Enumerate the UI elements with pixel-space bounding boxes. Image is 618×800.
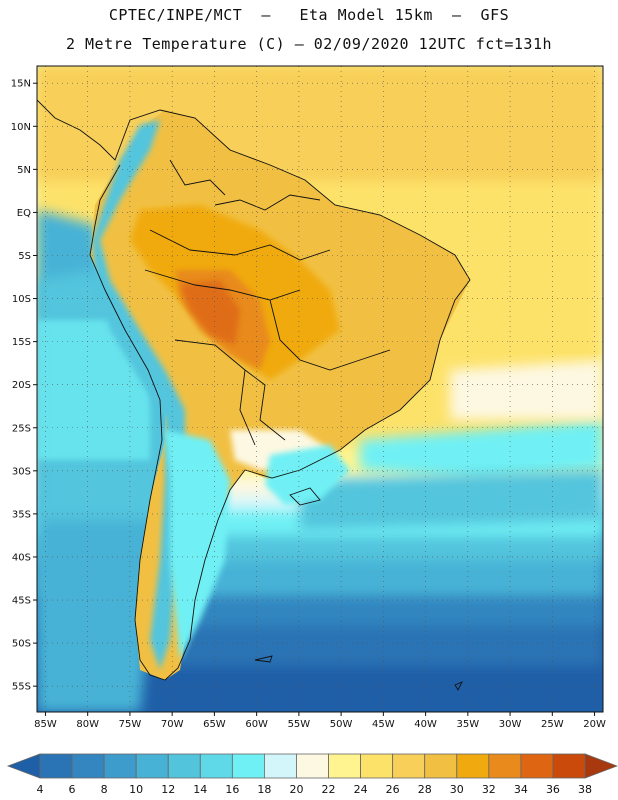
colorbar-swatch (231, 753, 265, 779)
colorbar-swatch (199, 753, 233, 779)
lat-label: 20S (12, 380, 31, 391)
colorbar-label: 4 (37, 783, 44, 796)
colorbar-label: 24 (354, 783, 368, 796)
colorbar-label: 16 (225, 783, 239, 796)
lon-label: 75W (119, 719, 142, 730)
lat-label: 30S (12, 466, 31, 477)
longitude-labels: 85W 80W 75W 70W 65W 60W 55W 50W 45W 40W 35W 30W 25W 2… (34, 712, 606, 730)
colorbar-swatch (135, 753, 169, 779)
coastlines-borders (37, 99, 471, 691)
latitude-labels: 15N 10N 5N EQ 5S 10S 15S 20S 25S 30S 35S 40S 45S 50S 5… (11, 79, 37, 693)
colorbar-swatch (456, 753, 490, 779)
lon-label: 65W (203, 719, 226, 730)
colorbar-label: 18 (257, 783, 271, 796)
lon-label: 45W (372, 719, 395, 730)
map-frame (36, 65, 604, 713)
colorbar-label: 6 (69, 783, 76, 796)
lat-label: 15N (11, 79, 31, 90)
map-title: CPTEC/INPE/MCT – Eta Model 15km – GFS (108, 6, 510, 24)
colorbar-label: 12 (161, 783, 175, 796)
colorbar-swatch (103, 753, 137, 779)
colorbar-label: 14 (193, 783, 207, 796)
lon-label: 85W (34, 719, 57, 730)
colorbar-swatch (71, 753, 105, 779)
colorbar-swatch (296, 753, 329, 779)
colorbar-swatch (520, 753, 554, 779)
lat-label: 45S (12, 596, 31, 607)
colorbar-swatch (392, 753, 426, 779)
lat-label: EQ (17, 208, 31, 219)
lon-label: 70W (161, 719, 184, 730)
colorbar-label: 30 (450, 783, 464, 796)
colorbar-label: 8 (101, 783, 108, 796)
colorbar-label: 10 (129, 783, 143, 796)
lat-label: 5S (18, 251, 31, 262)
colorbar-swatch (167, 753, 201, 779)
lat-label: 35S (12, 509, 31, 520)
colorbar-label: 22 (322, 783, 336, 796)
colorbar-swatch (488, 753, 522, 779)
colorbar-swatch (264, 753, 297, 779)
lon-label: 60W (245, 719, 268, 730)
lat-label: 15S (12, 337, 31, 348)
colorbar-arrow-left (6, 753, 41, 779)
lon-label: 20W (583, 719, 606, 730)
colorbar-label: 34 (514, 783, 528, 796)
colorbar-label: 36 (546, 783, 560, 796)
lat-label: 5N (17, 165, 31, 176)
lat-label: 10N (11, 122, 31, 133)
lat-label: 50S (12, 639, 31, 650)
lon-label: 80W (76, 719, 99, 730)
colorbar-label: 28 (418, 783, 432, 796)
colorbar-label: 26 (386, 783, 400, 796)
colorbar-label: 20 (289, 783, 303, 796)
map-subtitle: 2 Metre Temperature (C) – 02/09/2020 12U… (65, 35, 553, 53)
lon-label: 50W (330, 719, 353, 730)
colorbar-arrow-right (584, 753, 618, 779)
colorbar-swatch (424, 753, 458, 779)
colorbar-swatch (552, 753, 586, 779)
colorbar-label: 38 (578, 783, 592, 796)
lat-label: 10S (12, 294, 31, 305)
lon-label: 55W (288, 719, 311, 730)
colorbar: 4 6 8 10 12 14 16 18 20 22 24 26 28 30 32 34 36 38 (6, 753, 618, 796)
lon-label: 35W (457, 719, 480, 730)
lat-label: 40S (12, 552, 31, 563)
lon-label: 30W (499, 719, 522, 730)
colorbar-swatch (39, 753, 73, 779)
continent-fill (90, 110, 470, 680)
lat-label: 55S (12, 682, 31, 693)
lat-label: 25S (12, 423, 31, 434)
lon-label: 40W (414, 719, 437, 730)
colorbar-swatch (360, 753, 394, 779)
lon-label: 25W (541, 719, 564, 730)
colorbar-label: 32 (482, 783, 496, 796)
colorbar-swatch (328, 753, 361, 779)
